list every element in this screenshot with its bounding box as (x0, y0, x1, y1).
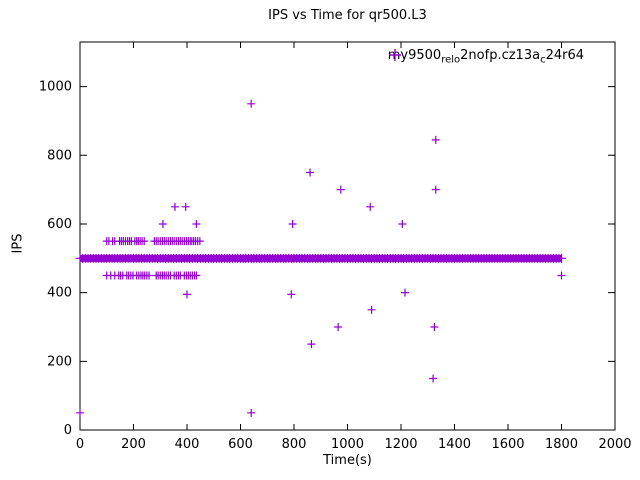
chart-title: IPS vs Time for qr500.L3 (268, 8, 427, 23)
cluster-points (102, 237, 204, 280)
x-tick-label: 1800 (545, 437, 578, 452)
x-axis-label: Time(s) (323, 453, 372, 468)
band-series (75, 253, 566, 263)
x-tick-label: 800 (282, 437, 307, 452)
plus-marker-icon (388, 49, 401, 61)
x-tick-label: 1400 (438, 437, 471, 452)
y-tick-label: 0 (64, 423, 72, 438)
legend-label: my9500relo2nofp.cz13ac24r64 (387, 48, 584, 66)
legend: my9500relo2nofp.cz13ac24r64 (388, 48, 584, 66)
x-tick-label: 600 (228, 437, 253, 452)
y-tick-label: 600 (47, 217, 72, 232)
x-tick-label: 2000 (598, 437, 631, 452)
x-tick-label: 1200 (384, 437, 417, 452)
x-tick-label: 400 (175, 437, 200, 452)
y-tick-label: 200 (47, 354, 72, 369)
x-tick-label: 1600 (491, 437, 524, 452)
y-tick-label: 400 (47, 286, 72, 301)
data-points (76, 99, 566, 417)
y-axis-ticks: 0 200 400 600 800 1000 (39, 80, 615, 438)
y-tick-label: 1000 (39, 80, 72, 95)
x-tick-label: 200 (121, 437, 146, 452)
x-tick-label: 1000 (331, 437, 364, 452)
x-tick-label: 0 (76, 437, 84, 452)
x-axis-ticks: 0 200 400 600 800 1000 1200 1400 1600 1800 2000 (76, 42, 632, 452)
plot-border (79, 41, 616, 431)
y-tick-label: 800 (47, 148, 72, 163)
